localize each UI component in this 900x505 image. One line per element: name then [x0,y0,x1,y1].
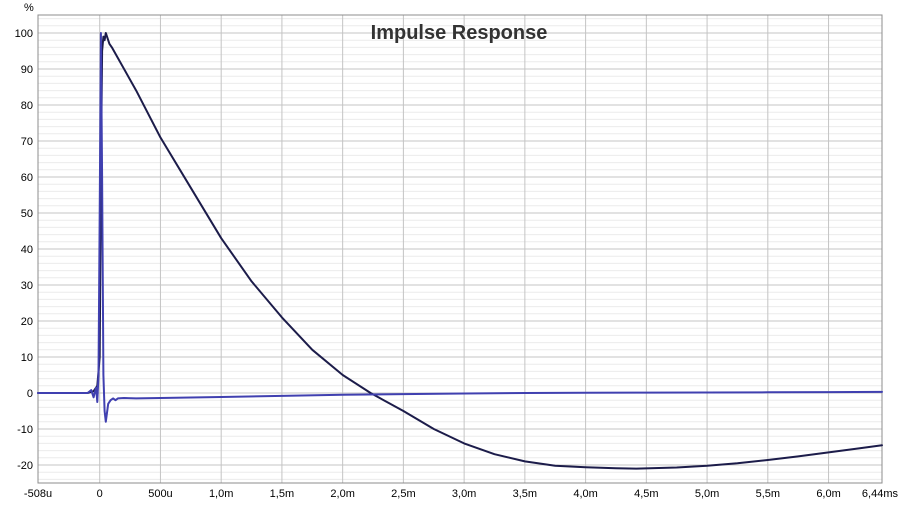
y-tick-label: 70 [21,136,33,148]
y-tick-label: 0 [27,388,33,400]
y-tick-label: -20 [17,460,33,472]
x-tick-label: 500u [148,488,172,500]
y-axis-unit-label: % [24,2,34,14]
x-tick-label: 2,0m [330,488,354,500]
x-tick-label: 0 [97,488,103,500]
x-tick-label: 3,5m [513,488,537,500]
y-tick-label: 50 [21,208,33,220]
x-tick-label: 3,0m [452,488,476,500]
chart-title: Impulse Response [371,22,548,44]
y-tick-label: 100 [15,28,33,40]
series-line [37,32,883,423]
x-axis-ticks: -508u 0 500u 1,0m 1,5m 2,0m 2,5m 3,0m 3,5m 4,0m 4,… [24,488,899,500]
x-tick-label: 5,0m [695,488,719,500]
series-line [37,32,883,470]
y-tick-label: 90 [21,64,33,76]
y-tick-label: 40 [21,244,33,256]
y-tick-label: 10 [21,352,33,364]
x-tick-label: 6,44ms [862,488,899,500]
y-tick-label: 30 [21,280,33,292]
plot-frame [37,14,883,484]
y-tick-label: 80 [21,100,33,112]
x-tick-label: 4,0m [573,488,597,500]
y-tick-label: -10 [17,424,33,436]
x-tick-label: 6,0m [816,488,840,500]
x-tick-label: 5,5m [756,488,780,500]
x-tick-label: -508u [24,488,52,500]
y-tick-label: 60 [21,172,33,184]
x-tick-label: 1,0m [209,488,233,500]
series-layer [37,32,883,470]
x-tick-label: 2,5m [391,488,415,500]
x-tick-label: 1,5m [270,488,294,500]
x-tick-label: 4,5m [634,488,658,500]
y-tick-label: 20 [21,316,33,328]
minor-grid [38,18,882,480]
